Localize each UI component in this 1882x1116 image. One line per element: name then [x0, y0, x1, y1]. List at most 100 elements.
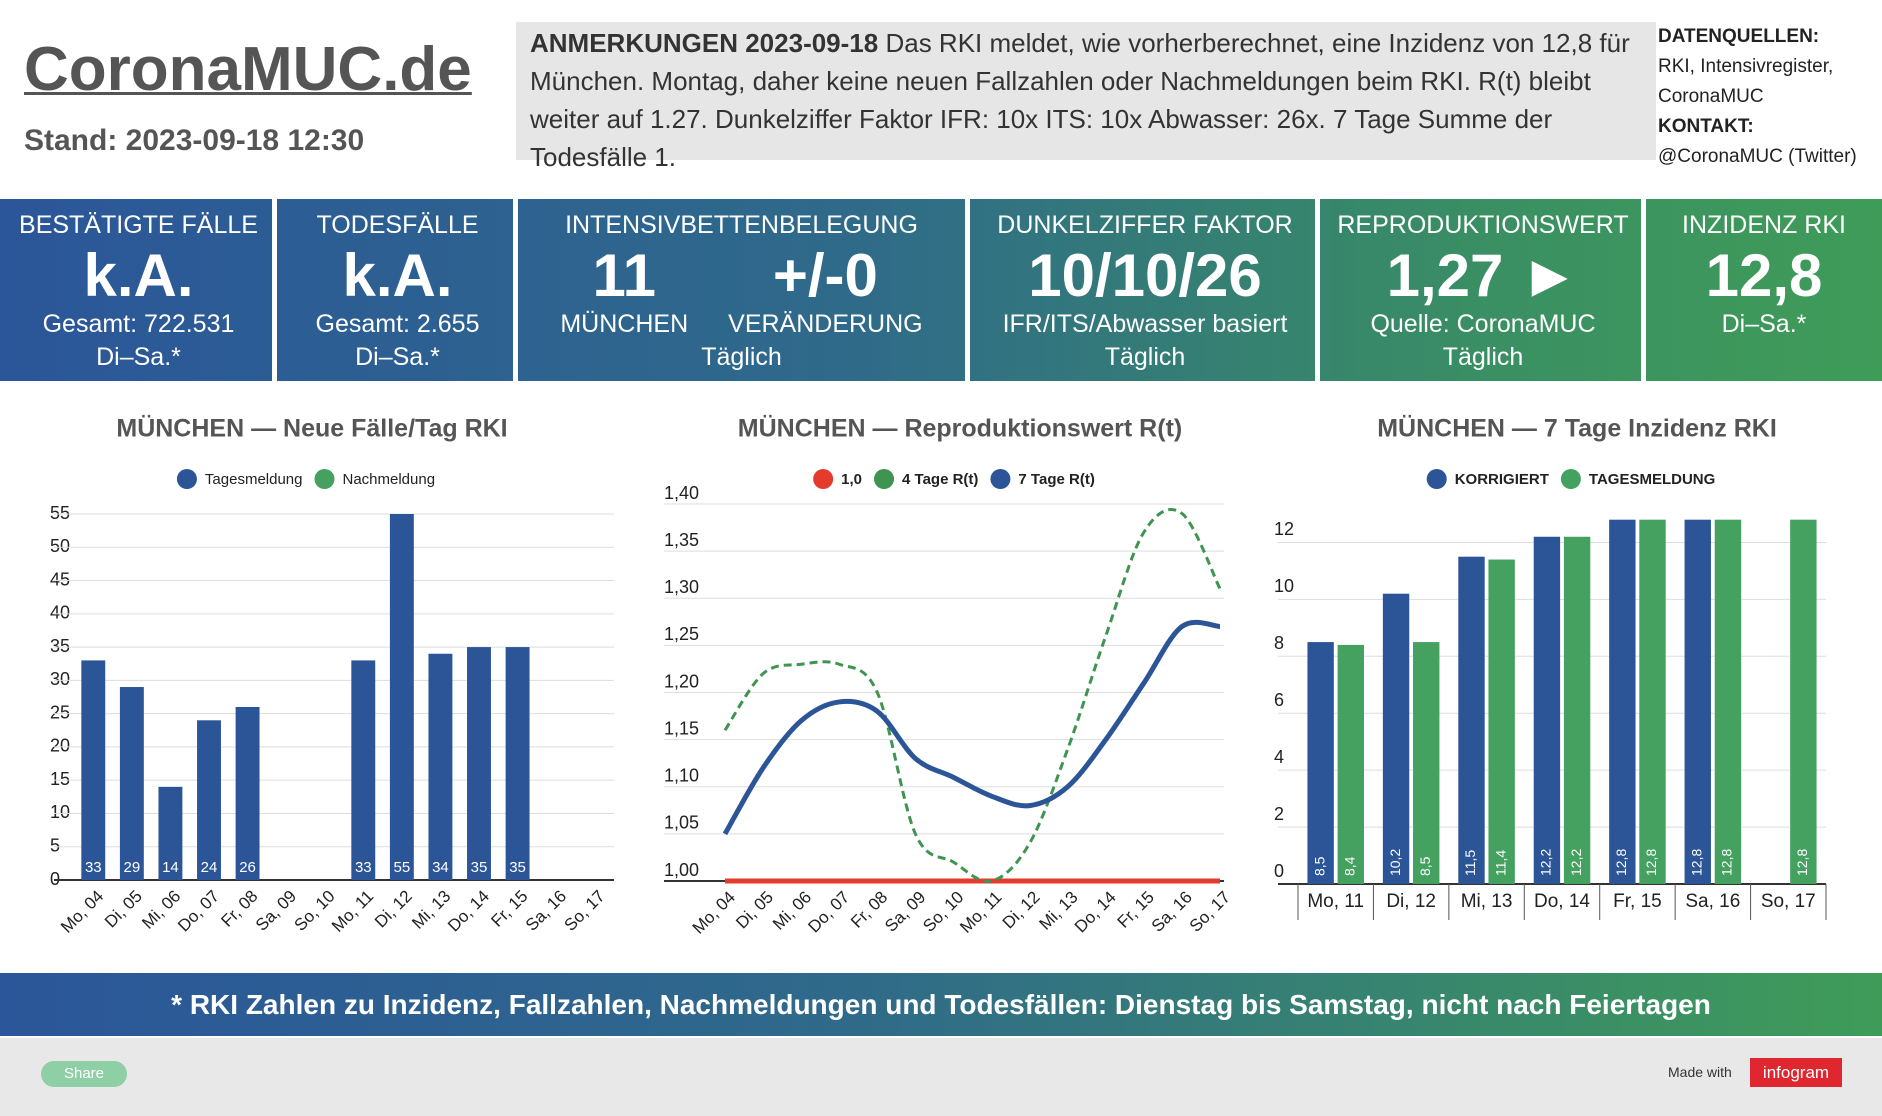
tile-line: Quelle: CoronaMUC: [1370, 310, 1596, 338]
bar: [1307, 642, 1334, 884]
value-label: 34: [432, 859, 449, 876]
tile-value: k.A.: [83, 242, 194, 309]
value-label: 35: [471, 859, 488, 876]
x-tick-label: Di, 05: [732, 888, 777, 933]
tile-title: BESTÄTIGTE FÄLLE: [19, 211, 258, 239]
value-label: 8,5: [1417, 856, 1433, 876]
y-tick-label: 55: [50, 503, 70, 523]
legend-marker: [176, 469, 197, 489]
y-tick-label: 0: [1274, 861, 1284, 881]
chart-title: MÜNCHEN — 7 Tage Inzidenz RKI: [1377, 414, 1777, 443]
tile-title: TODESFÄLLE: [316, 211, 479, 239]
tile-line: Di–Sa.*: [1721, 310, 1807, 338]
x-tick-label: Fr, 15: [1613, 891, 1662, 912]
tile-line: Di–Sa.*: [96, 343, 181, 371]
tile-title: INZIDENZ RKI: [1682, 211, 1846, 239]
value-label: 33: [355, 859, 372, 876]
value-label: 12,8: [1613, 849, 1629, 876]
legend-marker: [314, 469, 335, 489]
tile-line: Gesamt: 2.655: [315, 310, 480, 338]
bar: [467, 647, 491, 880]
tile-line: Täglich: [1104, 343, 1186, 371]
x-tick-label: Mi, 13: [1461, 891, 1513, 912]
tile-value: 1,27 ►: [1386, 242, 1580, 309]
bar: [1714, 519, 1742, 884]
tile-title: INTENSIVBETTENBELEGUNG: [565, 211, 918, 239]
y-tick-label: 4: [1274, 747, 1284, 767]
bar: [119, 687, 144, 880]
line: [722, 619, 1221, 836]
tile-label: MÜNCHEN: [560, 310, 689, 338]
x-tick-label: Di, 12: [1386, 891, 1436, 912]
tile-line: Täglich: [701, 343, 782, 371]
x-tick-label: Sa, 09: [252, 887, 300, 935]
x-tick-label: Mo, 04: [689, 888, 739, 938]
value-label: 8,4: [1342, 856, 1358, 876]
x-tick-label: Do, 07: [174, 887, 223, 936]
y-tick-label: 1,05: [664, 813, 699, 833]
value-label: 29: [124, 859, 141, 876]
legend-label: Nachmeldung: [343, 471, 436, 488]
share-button[interactable]: Share: [41, 1061, 127, 1087]
bar: [235, 706, 260, 880]
value-label: 8,5: [1311, 856, 1327, 876]
y-tick-label: 1,35: [664, 530, 699, 550]
legend-marker: [1560, 469, 1581, 489]
contact[interactable]: @CoronaMUC (Twitter): [1658, 146, 1857, 167]
x-tick-label: Do, 14: [1534, 891, 1590, 912]
bar: [1337, 644, 1364, 884]
value-label: 12,8: [1643, 849, 1659, 876]
tile-value: k.A.: [342, 242, 453, 309]
tile-line: IFR/ITS/Abwasser basiert: [1002, 310, 1288, 338]
tile-value: 12,8: [1705, 242, 1823, 309]
y-tick-label: 45: [50, 569, 70, 589]
tile-line: Täglich: [1442, 343, 1524, 371]
x-tick-label: Sa, 16: [522, 887, 570, 935]
sources: DATENQUELLEN: RKI, Intensivregister, Cor…: [1658, 22, 1878, 172]
y-tick-label: 1,25: [664, 624, 699, 644]
brand-link[interactable]: infogram: [1750, 1058, 1842, 1087]
y-tick-label: 25: [50, 702, 70, 722]
notes: ANMERKUNGEN 2023-09-18 Das RKI meldet, w…: [516, 22, 1656, 172]
bar: [1533, 536, 1561, 884]
notes-heading: ANMERKUNGEN 2023-09-18: [530, 28, 879, 58]
tile: INZIDENZ RKI 12,8 Di–Sa.*: [1641, 199, 1882, 381]
bar: [1413, 642, 1440, 884]
made-with: Made with: [1668, 1064, 1732, 1080]
y-tick-label: 1,00: [664, 860, 699, 880]
y-tick-label: 1,10: [664, 766, 699, 786]
y-tick-label: 30: [50, 669, 70, 689]
value-label: 14: [162, 859, 179, 876]
x-tick-label: So, 17: [561, 887, 609, 935]
x-tick-label: So, 10: [291, 887, 339, 935]
x-tick-label: Do, 14: [1071, 888, 1120, 937]
timestamp: Stand: 2023-09-18 12:30: [24, 124, 365, 157]
tile-label: VERÄNDERUNG: [728, 310, 923, 338]
tile: DUNKELZIFFER FAKTOR 10/10/26 IFR/ITS/Abw…: [965, 199, 1320, 381]
contact-label: KONTAKT:: [1658, 116, 1754, 137]
y-tick-label: 5: [50, 835, 60, 855]
x-tick-label: Mo, 04: [57, 887, 107, 937]
bar: [1563, 536, 1591, 884]
legend-marker: [874, 469, 895, 489]
value-label: 26: [239, 859, 256, 876]
x-tick-label: Di, 12: [371, 887, 416, 932]
y-tick-label: 35: [50, 636, 70, 656]
bar: [389, 514, 414, 880]
y-tick-label: 0: [50, 869, 60, 889]
tile: TODESFÄLLE k.A. Gesamt: 2.655 Di–Sa.*: [272, 199, 518, 381]
value-label: 12,2: [1568, 849, 1584, 876]
value-label: 12,8: [1794, 849, 1810, 876]
line: [723, 508, 1222, 883]
y-tick-label: 1,40: [664, 483, 699, 503]
value-label: 24: [201, 859, 218, 876]
bar: [1382, 593, 1410, 884]
site-title[interactable]: CoronaMUC.de: [24, 35, 472, 104]
y-tick-label: 20: [50, 736, 70, 756]
bar: [428, 653, 453, 880]
tile-line: Gesamt: 722.531: [42, 310, 235, 338]
kpi-tiles: BESTÄTIGTE FÄLLE k.A. Gesamt: 722.531 Di…: [0, 199, 1882, 381]
bar: [351, 660, 376, 880]
x-tick-label: Di, 12: [999, 888, 1044, 933]
